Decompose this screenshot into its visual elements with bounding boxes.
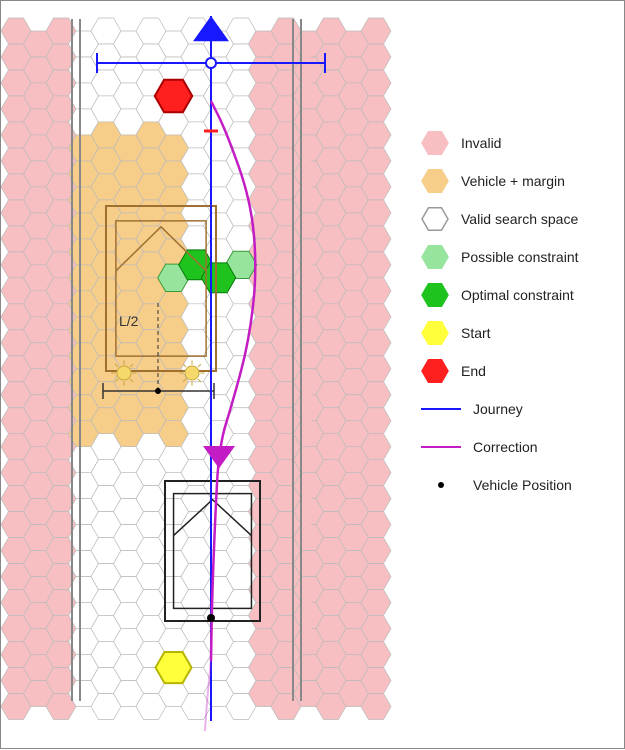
legend-item: Possible constraint — [421, 245, 579, 269]
legend-item: Start — [421, 321, 579, 345]
legend-item: Correction — [421, 435, 579, 459]
lane-dash — [301, 481, 311, 531]
legend-item: End — [421, 359, 579, 383]
taillight — [179, 360, 204, 385]
lane-dash — [301, 261, 311, 311]
legend-item: Journey — [421, 397, 579, 421]
legend-label: Vehicle + margin — [461, 173, 565, 189]
legend-item: Vehicle + margin — [421, 169, 579, 193]
legend-label: Invalid — [461, 135, 501, 151]
vehicle-label: L/2 — [119, 313, 139, 329]
legend-label: End — [461, 363, 486, 379]
legend-item: Invalid — [421, 131, 579, 155]
legend-label: Vehicle Position — [473, 477, 572, 493]
legend-label: Correction — [473, 439, 538, 455]
legend-label: Optimal constraint — [461, 287, 574, 303]
lane-dash — [301, 151, 311, 201]
legend-item: Valid search space — [421, 207, 579, 231]
legend-label: Possible constraint — [461, 249, 579, 265]
legend-label: Start — [461, 325, 491, 341]
legend-item: Vehicle Position — [421, 473, 579, 497]
legend: Invalid Vehicle + margin Valid search spac… — [421, 131, 579, 511]
legend-item: Optimal constraint — [421, 283, 579, 307]
taillight — [111, 360, 136, 385]
lane-dash — [301, 41, 311, 91]
vehicle-position-dot — [207, 614, 215, 622]
legend-label: Journey — [473, 401, 523, 417]
start-hex — [156, 652, 192, 683]
lane-dash — [301, 591, 311, 641]
end-hex — [155, 80, 193, 112]
legend-label: Valid search space — [461, 211, 578, 227]
lane-dash — [301, 371, 311, 421]
